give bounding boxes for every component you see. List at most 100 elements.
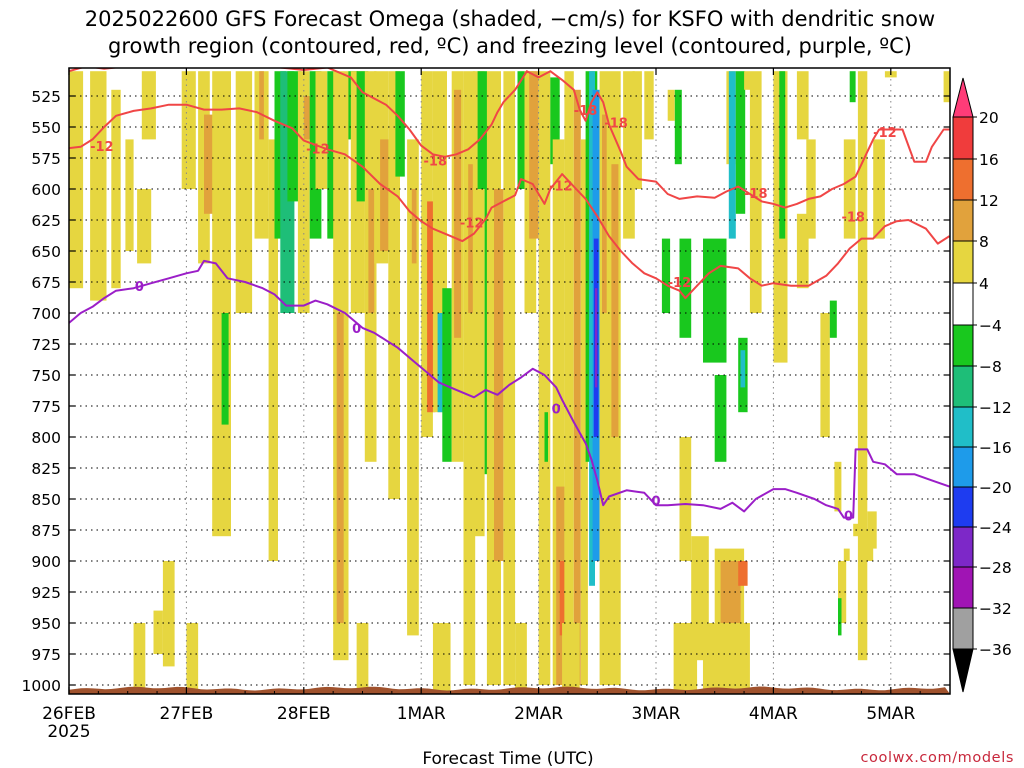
omega-cell — [268, 139, 278, 561]
y-tick-label: 700 — [31, 305, 61, 323]
omega-cell — [517, 71, 527, 189]
colorbar-label: −8 — [979, 358, 1002, 376]
y-tick-label: 975 — [31, 646, 61, 664]
colorbar-segment — [952, 324, 974, 367]
colorbar-label: −16 — [979, 439, 1012, 457]
omega-cell — [515, 623, 527, 694]
omega-cell — [544, 412, 548, 462]
omega-cell — [380, 139, 392, 251]
y-tick-label: 600 — [31, 181, 61, 199]
x-tick-label: 1MAR — [397, 704, 446, 724]
omega-cell — [235, 71, 253, 313]
omega-cell — [141, 71, 156, 140]
omega-cell — [162, 561, 175, 667]
omega-cell — [779, 71, 786, 239]
x-tick-label: 27FEB — [159, 704, 213, 724]
x-tick-label: 5MAR — [866, 704, 915, 724]
surface-terrain — [69, 686, 950, 694]
y-tick-label: 850 — [31, 491, 61, 509]
y-tick-label: 775 — [31, 398, 61, 416]
omega-cell — [644, 71, 654, 140]
omega-cell — [738, 561, 748, 586]
omega-cell — [137, 189, 152, 264]
omega-cell — [749, 71, 762, 313]
y-tick-label: 575 — [31, 150, 61, 168]
omega-cell — [890, 71, 897, 78]
omega-cell — [327, 71, 339, 239]
omega-cell — [573, 89, 581, 686]
omega-shading — [69, 71, 950, 694]
colorbar-label: −4 — [979, 317, 1002, 335]
omega-cell — [867, 536, 874, 561]
colorbar-bottom-triangle — [952, 648, 974, 693]
omega-cell — [442, 288, 452, 462]
omega-cell — [623, 71, 635, 239]
omega-cell — [472, 71, 485, 537]
omega-cell — [735, 71, 746, 214]
omega-cell — [589, 71, 595, 586]
omega-cell — [550, 77, 560, 165]
omega-cell — [714, 375, 727, 462]
omega-cell — [829, 300, 837, 338]
omega-cell — [368, 189, 375, 313]
x-axis: 26FEB 27FEB 28FEB 1MAR 2MAR 3MAR 4MAR 5MAR — [42, 68, 921, 724]
omega-cell — [661, 238, 671, 313]
omega-cell — [702, 623, 750, 694]
colorbar-label: 12 — [979, 192, 999, 210]
y-tick-label: 650 — [31, 243, 61, 261]
y-axis: 525 550 575 600 625 650 675 700 725 750 775 800 825 8… — [22, 88, 950, 695]
contour-label-purple: 0 — [844, 509, 853, 524]
y-tick-label: 825 — [31, 460, 61, 478]
colorbar-label: −24 — [979, 519, 1012, 537]
omega-cell — [564, 71, 574, 685]
omega-cell — [133, 623, 146, 694]
colorbar-label: −32 — [979, 600, 1012, 618]
omega-cell — [599, 71, 609, 685]
contour-labels: -12 -12 -18 -12 -18 -18 -12 -18 -12 -18 -12 0 0 0 0 0 — [90, 104, 897, 524]
y-tick-label: 625 — [31, 212, 61, 230]
credit-text: coolwx.com/models — [860, 750, 1014, 766]
omega-cell — [673, 623, 698, 694]
contour-label-red: -12 — [549, 180, 573, 195]
omega-cell — [595, 288, 598, 388]
chart-subtitle: growth region (contoured, red, ºC) and f… — [108, 34, 912, 58]
omega-cell — [221, 313, 229, 425]
omega-cell — [744, 71, 750, 90]
omega-cell — [943, 71, 950, 103]
colorbar: 20 16 12 8 4 −4 −8 −12 −16 −20 −24 −28 −32 −36 — [952, 77, 1012, 693]
omega-cell — [873, 139, 885, 239]
omega-cell — [395, 71, 405, 177]
omega-cell — [411, 189, 417, 264]
omega-cell — [356, 623, 369, 694]
omega-cell — [849, 71, 856, 103]
omega-cell — [315, 71, 328, 189]
colorbar-label: −12 — [979, 399, 1012, 417]
omega-cell — [69, 71, 84, 289]
omega-cell — [421, 71, 433, 437]
y-tick-label: 725 — [31, 336, 61, 354]
contour-line-freezing — [69, 259, 950, 519]
contour-label-red: -12 — [90, 140, 114, 155]
y-tick-label: 800 — [31, 429, 61, 447]
x-tick-label: 2MAR — [514, 704, 563, 724]
omega-cell — [806, 139, 816, 239]
omega-cell — [580, 139, 588, 685]
contour-label-purple: 0 — [552, 403, 561, 418]
colorbar-segment — [952, 607, 974, 650]
contour-line-minus12 — [69, 103, 950, 300]
contour-label-red: -18 — [604, 116, 628, 131]
omega-cell — [427, 201, 436, 413]
omega-cell — [679, 238, 692, 338]
contour-label-red: -12 — [873, 126, 897, 141]
colorbar-top-triangle — [952, 77, 974, 118]
omega-cell — [834, 461, 842, 512]
colorbar-segment — [952, 116, 974, 160]
omega-cell — [838, 598, 842, 636]
contour-label-red: -18 — [574, 104, 598, 119]
colorbar-label: 8 — [979, 233, 989, 251]
contour-label-red: -18 — [744, 187, 768, 202]
x-axis-title: Forecast Time (UTC) — [422, 749, 593, 768]
omega-cell — [559, 561, 565, 636]
contour-label-purple: 0 — [352, 322, 361, 337]
